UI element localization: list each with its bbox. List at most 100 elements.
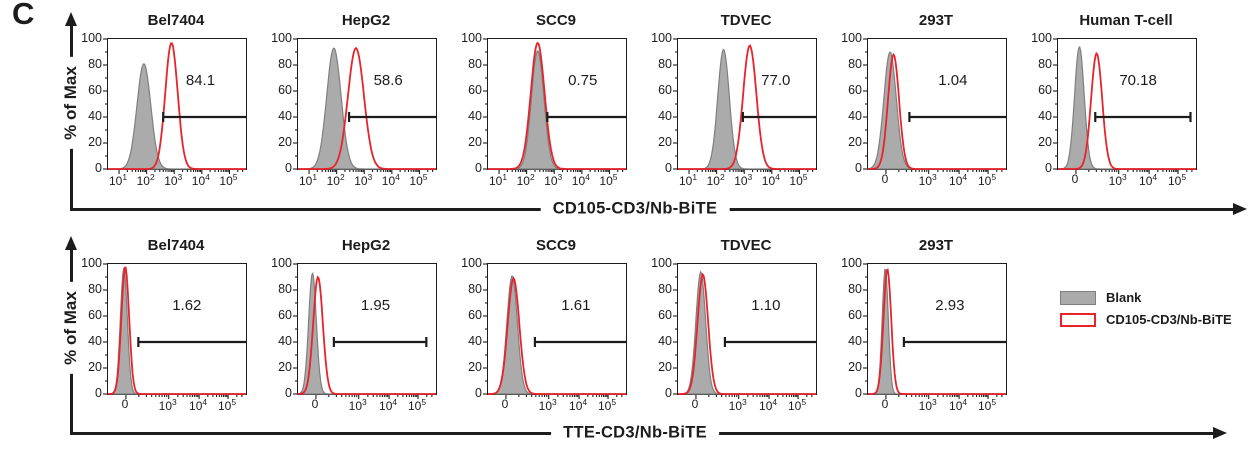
plot-box: 2.93 (863, 263, 1007, 399)
y-tick-label: 40 (848, 108, 862, 123)
x-tick-labels: 101 102 103 104 105 (487, 172, 625, 190)
plot-title: Bel7404 (147, 237, 205, 254)
x-tick-labels: 0 103 104 105 (487, 397, 625, 415)
legend-item-blank: Blank (1060, 290, 1232, 305)
histogram-canvas (483, 263, 626, 399)
gate-value: 1.10 (751, 297, 781, 314)
y-tick-label: 20 (468, 359, 482, 374)
tick-marks (863, 38, 1003, 174)
gate-value: 84.1 (185, 72, 216, 89)
x-tick-label: 105 (1168, 172, 1187, 188)
legend-swatch-blank-icon (1060, 290, 1096, 305)
plot-title: Human T-cell (1079, 12, 1173, 29)
y-tick-label: 80 (88, 281, 102, 296)
x-tick-label: 103 (538, 397, 557, 413)
x-tick-label: 104 (191, 172, 210, 188)
x-tick-label: 105 (599, 172, 618, 188)
histogram-bite (868, 52, 1006, 170)
histogram-bite (678, 44, 816, 170)
y-tick-label: 60 (658, 82, 672, 97)
histogram-blank (867, 51, 1006, 170)
histogram-blank (108, 267, 246, 395)
gate-value: 1.62 (172, 297, 202, 314)
gate-line (533, 337, 626, 347)
y-tick-label: 0 (285, 385, 292, 400)
histogram-canvas (293, 263, 436, 399)
flow-histogram-plot: HepG2 100 80 60 40 20 0 58.6 101 102 103 104 105 (271, 12, 437, 202)
histogram-blank (298, 47, 436, 170)
x-tick-label: 101 (108, 172, 128, 188)
y-tick-label: 80 (468, 56, 482, 71)
x-tick-label: 102 (516, 172, 535, 188)
y-tick-label: 40 (658, 333, 672, 348)
gate-line (347, 112, 436, 122)
y-tick-label: 0 (665, 160, 672, 175)
x-tick-label: 103 (544, 172, 563, 188)
x-tick-label: 101 (488, 172, 508, 188)
plot-title: SCC9 (535, 12, 576, 29)
x-tick-label: 105 (409, 172, 428, 188)
histogram-canvas (673, 263, 816, 399)
flow-histogram-plot: Bel7404 100 80 60 40 20 0 84.1 101 102 103 104 105 (81, 12, 247, 202)
flow-histogram-plot: 293T 100 80 60 40 20 0 1.04 0 103 104 105 (841, 12, 1007, 202)
gate-value: 2.93 (935, 297, 965, 314)
y-tick-label: 100 (461, 30, 482, 45)
y-tick-label: 80 (88, 56, 102, 71)
y-tick-label: 60 (848, 307, 862, 322)
flow-histogram-plot: TDVEC 100 80 60 40 20 0 1.10 0 103 104 105 (651, 237, 817, 427)
plot-title: Bel7404 (147, 12, 205, 29)
row2-x-axis-label: TTE-CD3/Nb-BiTE (551, 423, 719, 443)
tick-marks (103, 263, 243, 399)
y-tick-label: 100 (461, 255, 482, 270)
x-tick-label: 104 (571, 172, 590, 188)
plot-box: 84.1 (103, 38, 247, 174)
tick-marks (293, 38, 434, 174)
histogram-bite (1058, 51, 1196, 170)
y-tick-label: 0 (95, 160, 102, 175)
x-tick-label: 102 (706, 172, 725, 188)
x-tick-label: 102 (136, 172, 155, 188)
histogram-canvas (293, 38, 436, 174)
y-tick-label: 40 (88, 333, 102, 348)
y-tick-label: 100 (841, 255, 862, 270)
gate-line (1094, 112, 1192, 122)
histogram-canvas (863, 38, 1006, 174)
plot-box: 1.10 (673, 263, 817, 399)
x-tick-label: 101 (678, 172, 698, 188)
x-tick-label: 103 (158, 397, 177, 413)
x-tick-label: 0 (121, 397, 129, 411)
x-tick-label: 103 (918, 397, 937, 413)
y-tick-label: 0 (475, 160, 482, 175)
flow-histogram-plot: SCC9 100 80 60 40 20 0 1.61 0 103 104 105 (461, 237, 627, 427)
flow-histogram-plot: 293T 100 80 60 40 20 0 2.93 0 103 104 105 (841, 237, 1007, 427)
y-tick-label: 100 (1031, 30, 1052, 45)
flow-histogram-plot: HepG2 100 80 60 40 20 0 1.95 0 103 104 105 (271, 237, 437, 427)
y-tick-label: 60 (88, 307, 102, 322)
y-tick-label: 60 (468, 82, 482, 97)
y-tick-label: 20 (848, 359, 862, 374)
plot-title: TDVEC (720, 12, 772, 29)
x-tick-labels: 0 103 104 105 (107, 397, 245, 415)
plot-title: 293T (918, 12, 954, 29)
x-tick-label: 105 (978, 397, 997, 413)
y-tick-label: 80 (468, 281, 482, 296)
histogram-canvas (1053, 38, 1196, 174)
y-tick-label: 100 (271, 30, 292, 45)
y-tick-label: 60 (278, 82, 292, 97)
x-tick-label: 0 (881, 172, 889, 186)
y-tick-label: 40 (278, 108, 292, 123)
y-tick-label: 20 (278, 359, 292, 374)
x-tick-labels: 0 103 104 105 (297, 397, 435, 415)
histogram-bite (108, 42, 246, 170)
plot-title: HepG2 (341, 12, 391, 29)
y-tick-label: 60 (88, 82, 102, 97)
gate-value: 1.95 (360, 297, 391, 314)
x-tick-label: 0 (691, 397, 699, 411)
plot-box: 70.18 (1053, 38, 1197, 174)
y-tick-label: 0 (855, 385, 862, 400)
legend-label-blank: Blank (1106, 290, 1142, 305)
gate-value: 0.75 (568, 72, 598, 89)
histogram-bite (298, 46, 436, 170)
gate-line (162, 112, 246, 122)
y-tick-label: 100 (651, 255, 672, 270)
